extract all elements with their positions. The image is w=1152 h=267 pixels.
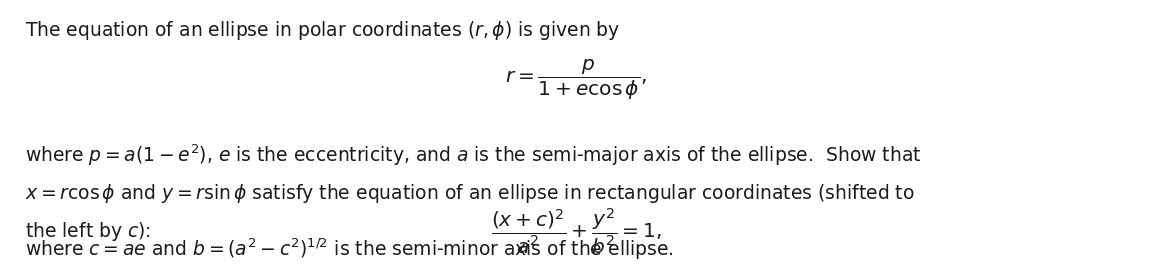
Text: where $p = a(1 - e^2)$, $e$ is the eccentricity, and $a$ is the semi-major axis : where $p = a(1 - e^2)$, $e$ is the eccen… xyxy=(25,143,922,168)
Text: the left by $c$):: the left by $c$): xyxy=(25,220,151,243)
Text: where $c = ae$ and $b = (a^2 - c^2)^{1/2}$ is the semi-minor axis of the ellipse: where $c = ae$ and $b = (a^2 - c^2)^{1/2… xyxy=(25,236,674,262)
Text: $r = \dfrac{p}{1 + e\cos\phi},$: $r = \dfrac{p}{1 + e\cos\phi},$ xyxy=(505,58,647,102)
Text: The equation of an ellipse in polar coordinates $(r, \phi)$ is given by: The equation of an ellipse in polar coor… xyxy=(25,19,621,42)
Text: $x = r\cos\phi$ and $y = r\sin\phi$ satisfy the equation of an ellipse in rectan: $x = r\cos\phi$ and $y = r\sin\phi$ sati… xyxy=(25,182,915,205)
Text: $\dfrac{(x+c)^2}{a^2} + \dfrac{y^2}{b^2} = 1,$: $\dfrac{(x+c)^2}{a^2} + \dfrac{y^2}{b^2}… xyxy=(491,206,661,256)
